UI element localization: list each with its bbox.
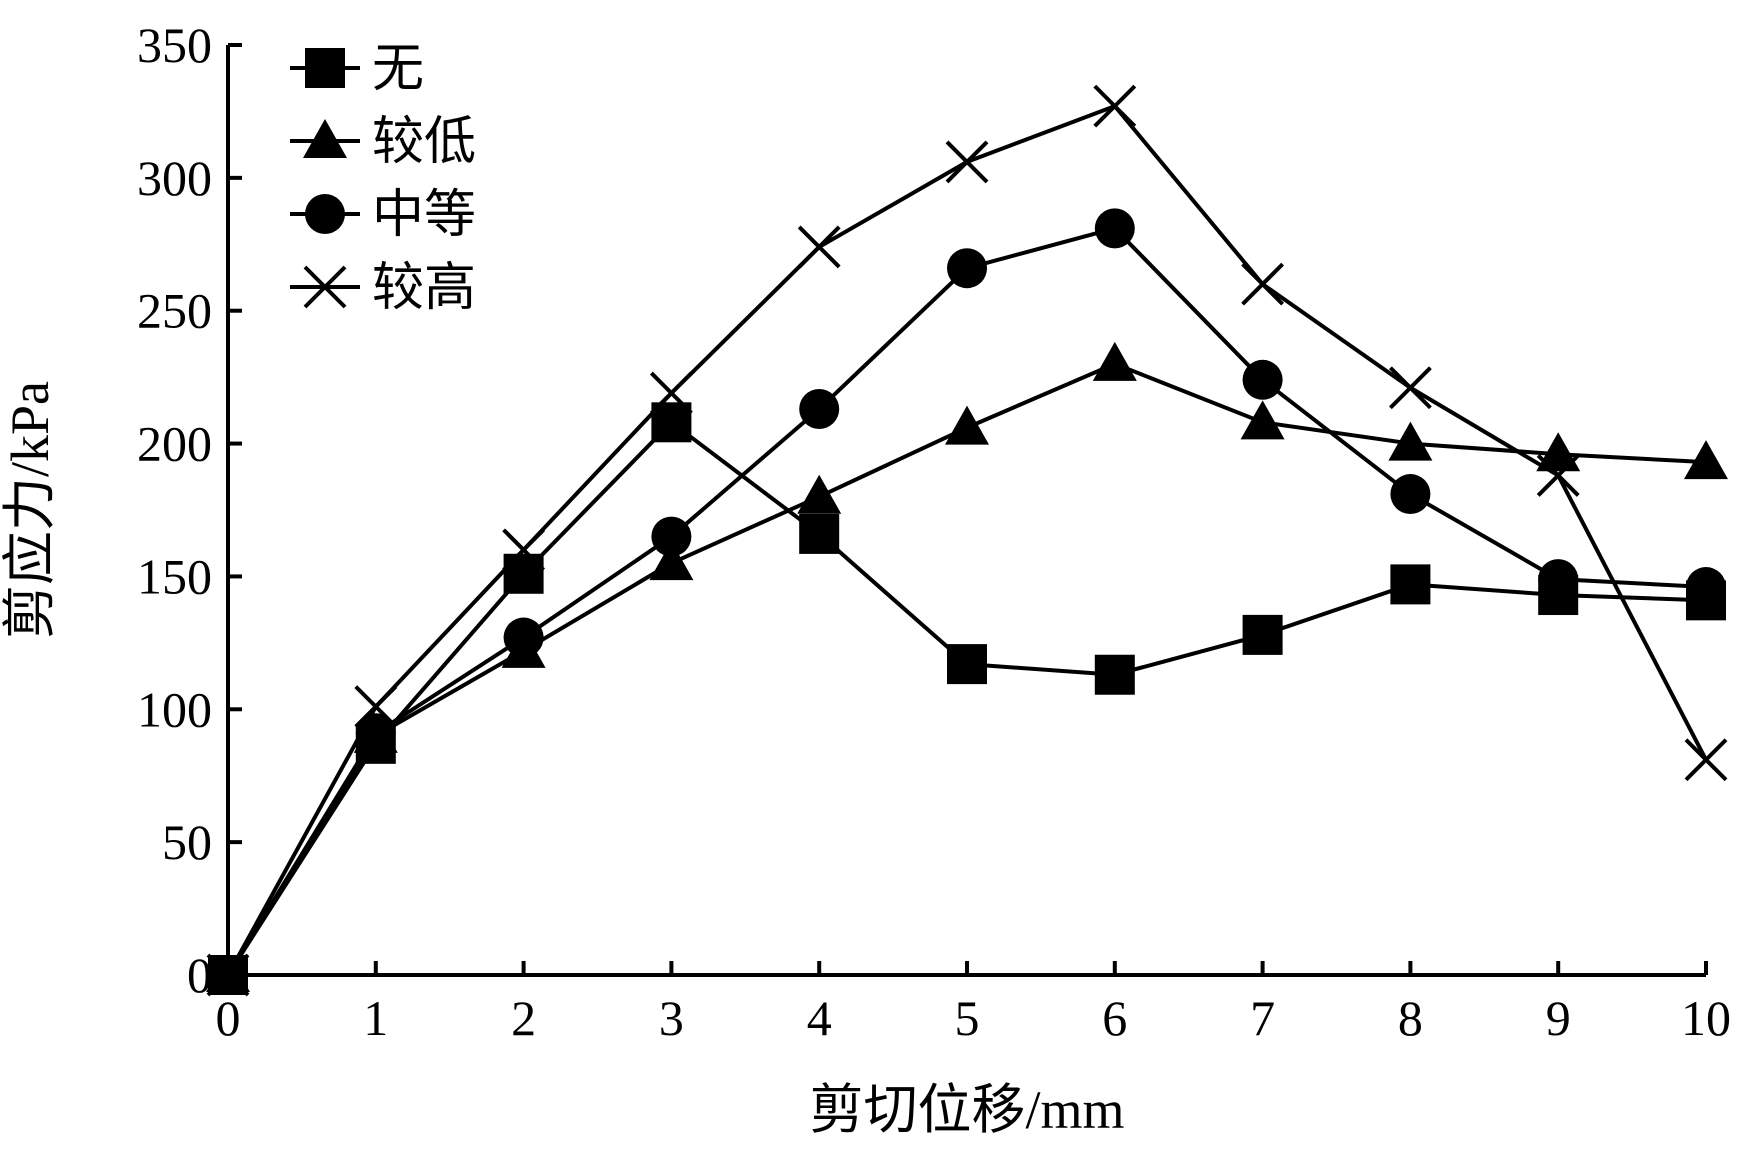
x-tick-label: 5 bbox=[955, 990, 980, 1046]
data-point bbox=[354, 685, 398, 729]
data-point bbox=[1390, 474, 1431, 515]
data-point bbox=[947, 644, 987, 685]
data-point bbox=[797, 225, 841, 269]
x-tick-label: 0 bbox=[216, 990, 241, 1046]
legend-marker bbox=[305, 194, 345, 234]
y-tick-label: 300 bbox=[137, 150, 212, 206]
data-point bbox=[1242, 359, 1283, 400]
series-4 bbox=[206, 84, 1728, 997]
legend-marker bbox=[303, 265, 347, 309]
y-tick-label: 100 bbox=[137, 681, 212, 737]
y-tick-label: 0 bbox=[187, 947, 212, 1003]
data-point bbox=[947, 248, 987, 289]
data-point bbox=[1240, 400, 1285, 440]
data-point bbox=[1536, 454, 1580, 497]
data-point bbox=[1390, 564, 1431, 605]
x-tick-label: 1 bbox=[363, 990, 388, 1046]
series-3 bbox=[208, 208, 1726, 995]
y-tick-label: 350 bbox=[137, 17, 212, 73]
x-tick-label: 10 bbox=[1681, 990, 1731, 1046]
legend-item: 较低 bbox=[290, 114, 476, 171]
data-point bbox=[799, 389, 840, 430]
legend-label: 较低 bbox=[372, 114, 476, 171]
data-point bbox=[797, 474, 842, 514]
data-point bbox=[945, 140, 989, 184]
data-point bbox=[945, 405, 989, 445]
data-point bbox=[1684, 440, 1728, 480]
data-point bbox=[1684, 738, 1728, 782]
data-point bbox=[1094, 208, 1135, 249]
legend-label: 较高 bbox=[372, 260, 476, 317]
y-tick-label: 50 bbox=[162, 814, 212, 870]
data-point bbox=[1093, 84, 1137, 128]
x-tick-label: 2 bbox=[511, 990, 536, 1046]
data-point bbox=[649, 541, 694, 581]
legend-marker bbox=[305, 48, 345, 88]
x-tick-label: 4 bbox=[807, 990, 832, 1046]
y-axis-title: 剪应力/kPa bbox=[0, 381, 60, 639]
data-point bbox=[1094, 654, 1135, 695]
data-point bbox=[1092, 341, 1137, 381]
legend-item: 无 bbox=[290, 41, 424, 98]
data-point bbox=[503, 553, 544, 594]
data-point bbox=[1686, 567, 1726, 608]
data-point bbox=[1538, 559, 1579, 600]
legend-item: 较高 bbox=[290, 260, 476, 317]
data-point bbox=[1388, 421, 1433, 461]
data-point bbox=[649, 371, 693, 415]
x-tick-label: 8 bbox=[1398, 990, 1423, 1046]
legend-label: 无 bbox=[372, 41, 424, 98]
y-tick-label: 250 bbox=[137, 283, 212, 339]
axes: 0 50 100 150 200 250 300 350 0 1 2 3 4 5 6 7 8 9 10 bbox=[137, 17, 1731, 1046]
x-tick-label: 9 bbox=[1546, 990, 1571, 1046]
x-tick-label: 3 bbox=[659, 990, 684, 1046]
legend-item: 中等 bbox=[290, 187, 476, 244]
data-point bbox=[1242, 614, 1283, 655]
plot-series-layer bbox=[206, 84, 1728, 997]
data-point bbox=[502, 528, 546, 572]
data-point bbox=[651, 516, 692, 557]
data-point bbox=[503, 617, 544, 658]
data-point bbox=[1536, 432, 1581, 472]
data-point bbox=[799, 513, 840, 554]
data-point bbox=[1241, 262, 1285, 306]
x-axis-title: 剪切位移/mm bbox=[809, 1080, 1124, 1140]
legend-marker bbox=[303, 119, 347, 158]
series-line bbox=[226, 420, 1707, 977]
legend-label: 中等 bbox=[372, 187, 476, 244]
y-tick-label: 150 bbox=[137, 548, 212, 604]
x-tick-label: 7 bbox=[1250, 990, 1275, 1046]
x-tick-label: 6 bbox=[1102, 990, 1127, 1046]
series-1 bbox=[208, 402, 1726, 995]
series-line bbox=[226, 226, 1707, 977]
data-point bbox=[1388, 366, 1432, 410]
y-tick-label: 200 bbox=[137, 416, 212, 472]
